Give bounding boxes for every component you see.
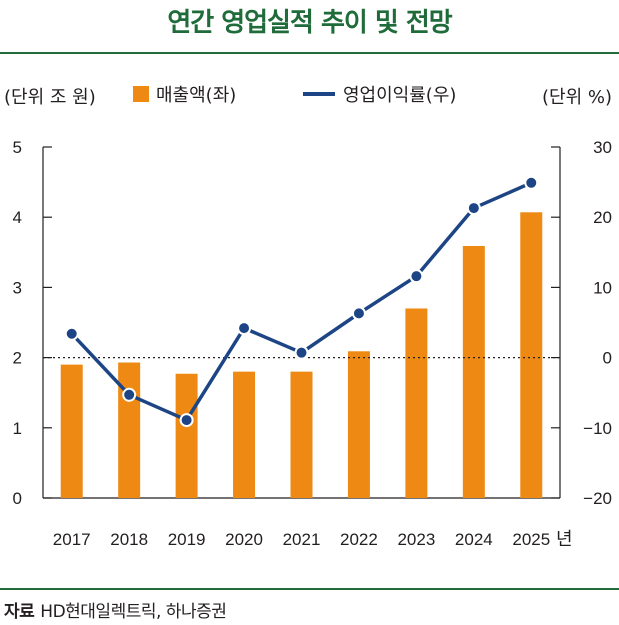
legend-bar-swatch bbox=[133, 86, 149, 102]
source-note: 자료 HD현대일렉트릭, 하나증권 bbox=[4, 597, 227, 622]
x-tick-label: 2018 bbox=[110, 530, 148, 549]
point-margin-2024 bbox=[466, 201, 481, 216]
left-tick-label: 0 bbox=[13, 489, 22, 508]
x-tick-label: 2020 bbox=[225, 530, 263, 549]
chart-title: 연간 영업실적 추이 및 전망 bbox=[167, 8, 452, 38]
bar-revenue-2024 bbox=[462, 245, 485, 498]
chart-labels: 0 1 2 3 4 5 −20 −10 0 10 20 30 2017 2018 2019 2020 2021 2… bbox=[4, 87, 612, 550]
right-tick-label: 30 bbox=[593, 138, 612, 157]
x-tick-label: 2021 bbox=[283, 530, 321, 549]
x-tick-label: 2024 bbox=[455, 530, 493, 549]
x-tick-label: 2017 bbox=[53, 530, 91, 549]
legend-bar-label: 매출액(좌) bbox=[156, 85, 236, 106]
left-tick-label: 5 bbox=[13, 138, 22, 157]
bar-revenue-2023 bbox=[405, 308, 428, 498]
bar-revenue-2021 bbox=[290, 371, 313, 498]
right-tick-label: −10 bbox=[583, 419, 612, 438]
point-margin-2019 bbox=[179, 413, 194, 428]
bar-revenue-2018 bbox=[118, 362, 141, 498]
left-axis-unit: (단위 조 원) bbox=[4, 87, 96, 108]
source-text: HD현대일렉트릭, 하나증권 bbox=[40, 602, 227, 622]
x-tick-label: 2023 bbox=[397, 530, 435, 549]
point-margin-2023 bbox=[409, 269, 424, 284]
point-margin-2017 bbox=[64, 326, 79, 341]
right-tick-label: −20 bbox=[583, 489, 612, 508]
right-axis-unit: (단위 %) bbox=[542, 87, 612, 108]
x-tick-label: 2025 bbox=[512, 530, 550, 549]
legend-line-label: 영업이익률(우) bbox=[343, 85, 456, 106]
point-margin-2022 bbox=[351, 306, 366, 321]
bar-series bbox=[43, 212, 560, 498]
x-tick-label: 2019 bbox=[168, 530, 206, 549]
left-tick-label: 2 bbox=[13, 349, 22, 368]
bar-revenue-2025 bbox=[520, 212, 543, 498]
left-tick-label: 3 bbox=[13, 278, 22, 297]
legend: 매출액(좌) 영업이익률(우) bbox=[133, 85, 456, 106]
chart-svg: 0 1 2 3 4 5 −20 −10 0 10 20 30 2017 2018 2019 2020 2021 2… bbox=[4, 85, 612, 550]
point-margin-2020 bbox=[237, 321, 252, 336]
source-label: 자료 bbox=[4, 602, 35, 622]
bar-revenue-2020 bbox=[233, 371, 256, 498]
bottom-rule bbox=[0, 588, 619, 590]
x-unit-label: 년 bbox=[556, 529, 573, 550]
right-tick-label: 20 bbox=[593, 208, 612, 227]
point-margin-2018 bbox=[122, 387, 137, 402]
bar-revenue-2017 bbox=[60, 364, 83, 498]
x-tick-label: 2022 bbox=[340, 530, 378, 549]
point-margin-2025 bbox=[524, 175, 539, 190]
right-tick-label: 10 bbox=[593, 278, 612, 297]
bar-revenue-2019 bbox=[175, 373, 198, 498]
bar-revenue-2022 bbox=[347, 351, 370, 498]
left-tick-label: 4 bbox=[13, 208, 22, 227]
top-rule bbox=[0, 52, 619, 54]
line-series bbox=[64, 175, 539, 428]
right-tick-label: 0 bbox=[603, 349, 612, 368]
point-margin-2021 bbox=[294, 345, 309, 360]
left-tick-label: 1 bbox=[13, 419, 22, 438]
